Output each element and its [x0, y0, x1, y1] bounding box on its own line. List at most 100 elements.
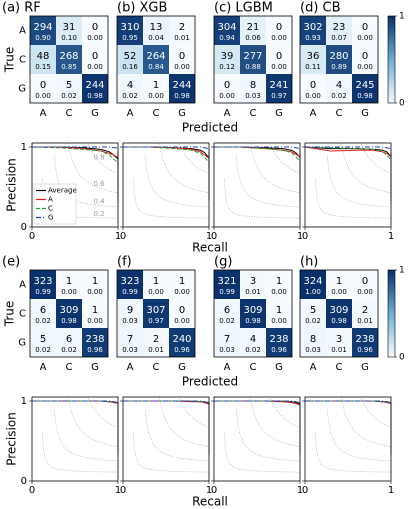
x-tick-label: 1 — [115, 231, 121, 242]
cell — [352, 74, 378, 103]
cell-fraction: 0.84 — [148, 63, 164, 71]
cell-fraction: 0.02 — [245, 346, 261, 354]
pr-curve — [32, 400, 119, 455]
cell-count: 1 — [276, 276, 282, 287]
cell — [300, 299, 326, 328]
cell — [352, 270, 378, 299]
cell — [326, 45, 352, 74]
x-axis-label: Predicted — [182, 375, 238, 389]
pr-curve — [123, 146, 210, 203]
cell-count: 36 — [307, 51, 320, 62]
cell-fraction: 0.02 — [35, 346, 51, 354]
cell — [82, 299, 108, 328]
x-tick-label: A — [310, 108, 317, 119]
cell-fraction: 0.98 — [245, 317, 261, 325]
cell-count: 321 — [217, 276, 236, 287]
plot-area — [123, 143, 210, 219]
iso-f1-curve — [41, 432, 118, 473]
cell — [326, 299, 352, 328]
iso-f1-curve — [158, 143, 210, 194]
cell — [143, 270, 169, 299]
iso-f1-curve — [144, 155, 210, 208]
cell-fraction: 0.01 — [357, 317, 373, 325]
cell — [266, 45, 292, 74]
pr-curve — [214, 400, 301, 455]
frame — [122, 142, 210, 228]
pr-curve — [32, 146, 119, 203]
cell — [169, 270, 195, 299]
cell-count: 21 — [247, 22, 260, 33]
cell-count: 5 — [40, 334, 46, 345]
cell-count: 13 — [150, 22, 163, 33]
panel-title: (g) — [214, 255, 232, 270]
pr-curve — [32, 400, 119, 455]
cell — [56, 74, 82, 103]
cell-fraction: 0.03 — [122, 317, 138, 325]
cell — [56, 45, 82, 74]
panel-title: (b) XGB — [117, 1, 167, 16]
cell-count: 23 — [333, 22, 346, 33]
cell-fraction: 0.03 — [122, 346, 138, 354]
cell-count: 48 — [37, 51, 50, 62]
x-tick-label: C — [153, 108, 160, 119]
plot-area — [214, 143, 301, 219]
cell — [30, 299, 56, 328]
cell-fraction: 0.99 — [122, 288, 138, 296]
pr-curve — [123, 400, 210, 457]
cell-count: 1 — [92, 305, 98, 316]
cell-fraction: 0.00 — [271, 317, 287, 325]
panel-title: (a) RF — [2, 1, 41, 16]
cell-count: 302 — [303, 22, 322, 33]
cell-count: 7 — [127, 334, 133, 345]
cell-count: 1 — [92, 276, 98, 287]
iso-f1-label: 0.2 — [94, 210, 105, 218]
iso-f1-curve — [326, 155, 392, 208]
cell-count: 0 — [224, 80, 230, 91]
y-tick-label: 1 — [21, 142, 27, 153]
cell-count: 0 — [179, 51, 185, 62]
cell — [214, 74, 240, 103]
cell — [143, 45, 169, 74]
iso-f1-curve — [249, 143, 301, 194]
pr-curve — [214, 400, 301, 455]
x-tick-label: 0 — [211, 231, 217, 242]
cell-fraction: 0.98 — [87, 92, 103, 100]
cell-fraction: 0.01 — [331, 346, 347, 354]
y-tick-label: 1 — [21, 396, 27, 407]
frame — [213, 269, 293, 358]
cell — [352, 328, 378, 357]
colorbar-tick-label: 1 — [399, 12, 405, 22]
cell-fraction: 0.98 — [61, 317, 77, 325]
y-tick-label: G — [18, 338, 26, 349]
legend-label: A — [48, 196, 53, 204]
x-tick-label: 0 — [211, 485, 217, 496]
x-tick-label: A — [310, 362, 317, 373]
cell-fraction: 0.03 — [305, 346, 321, 354]
cell — [300, 16, 326, 45]
x-tick-label: G — [178, 108, 186, 119]
cell — [30, 16, 56, 45]
cell-count: 0 — [179, 305, 185, 316]
iso-f1-curve — [132, 432, 209, 473]
pr-curve — [214, 146, 301, 203]
cell-count: 2 — [179, 22, 185, 33]
x-tick-label: C — [250, 362, 257, 373]
cell-count: 0 — [310, 80, 316, 91]
cell-fraction: 0.90 — [35, 34, 51, 42]
frame — [304, 142, 392, 228]
iso-f1-curve — [314, 178, 391, 219]
cell-fraction: 0.10 — [61, 34, 77, 42]
cell-count: 6 — [40, 305, 46, 316]
cell-count: 238 — [355, 334, 374, 345]
cell-count: 323 — [33, 276, 52, 287]
iso-f1-curve — [67, 397, 119, 448]
cell-fraction: 0.85 — [61, 63, 77, 71]
iso-f1-label: 0.4 — [94, 197, 106, 205]
frame — [31, 142, 119, 228]
x-tick-label: 0 — [120, 485, 126, 496]
cell-fraction: 0.00 — [219, 92, 235, 100]
cell-fraction: 0.03 — [219, 346, 235, 354]
pr-curve — [214, 146, 301, 201]
iso-f1-curve — [178, 144, 210, 175]
cell-count: 324 — [303, 276, 322, 287]
